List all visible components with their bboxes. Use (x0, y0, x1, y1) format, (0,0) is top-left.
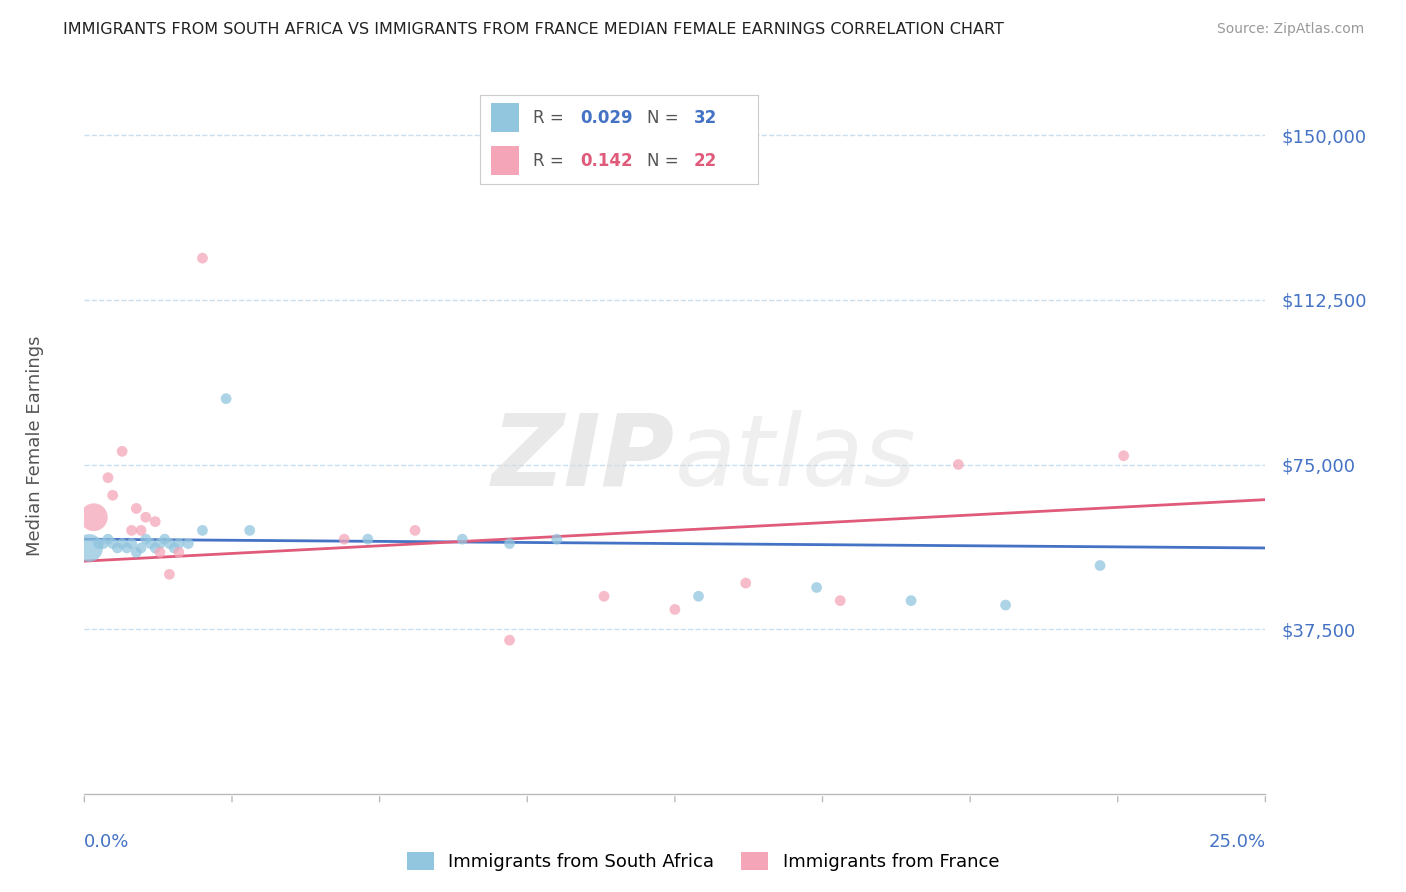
Point (153, 532, 176, 546)
Point (149, 545, 172, 559)
Point (143, 541, 166, 555)
Point (498, 633, 520, 648)
Point (688, 589, 710, 603)
Point (451, 532, 474, 546)
Point (1112, 449, 1135, 463)
Point (664, 602, 686, 616)
Point (129, 524, 152, 538)
Point (97, 532, 120, 546)
Point (191, 251, 214, 265)
Text: Source: ZipAtlas.com: Source: ZipAtlas.com (1216, 22, 1364, 37)
Point (734, 576, 756, 591)
Point (111, 536, 134, 550)
Point (101, 536, 124, 550)
Point (215, 392, 238, 406)
Point (806, 581, 828, 595)
Point (357, 532, 380, 546)
Text: 25.0%: 25.0% (1208, 833, 1265, 851)
Point (333, 532, 356, 546)
Legend: Immigrants from South Africa, Immigrants from France: Immigrants from South Africa, Immigrants… (399, 845, 1007, 879)
Point (546, 532, 568, 546)
Point (87, 536, 110, 550)
Text: atlas: atlas (675, 410, 917, 507)
Point (994, 598, 1017, 612)
Point (900, 593, 922, 607)
Point (404, 524, 426, 538)
Point (139, 536, 162, 550)
Point (111, 444, 134, 458)
Point (948, 458, 970, 472)
Text: 0.0%: 0.0% (84, 833, 129, 851)
Point (163, 541, 186, 555)
Point (1088, 558, 1111, 573)
Point (121, 524, 143, 538)
Text: IMMIGRANTS FROM SOUTH AFRICA VS IMMIGRANTS FROM FRANCE MEDIAN FEMALE EARNINGS CO: IMMIGRANTS FROM SOUTH AFRICA VS IMMIGRAN… (63, 22, 1004, 37)
Point (167, 545, 190, 559)
Point (830, 593, 852, 607)
Point (177, 536, 200, 550)
Point (143, 515, 166, 529)
Point (167, 536, 190, 550)
Point (239, 524, 262, 538)
Point (121, 536, 143, 550)
Point (135, 532, 157, 546)
Point (498, 536, 520, 550)
Text: ZIP: ZIP (492, 410, 675, 507)
Point (129, 541, 152, 555)
Point (97, 471, 120, 485)
Point (125, 501, 148, 516)
Text: Median Female Earnings: Median Female Earnings (27, 335, 44, 557)
Point (149, 536, 172, 550)
Point (157, 567, 180, 582)
Point (593, 589, 616, 603)
Point (191, 524, 214, 538)
Point (115, 541, 138, 555)
Point (125, 545, 148, 559)
Point (157, 536, 180, 550)
Point (91, 536, 114, 550)
Point (77, 541, 100, 555)
Point (107, 541, 129, 555)
Point (101, 488, 124, 502)
Point (83, 510, 105, 524)
Point (135, 510, 157, 524)
